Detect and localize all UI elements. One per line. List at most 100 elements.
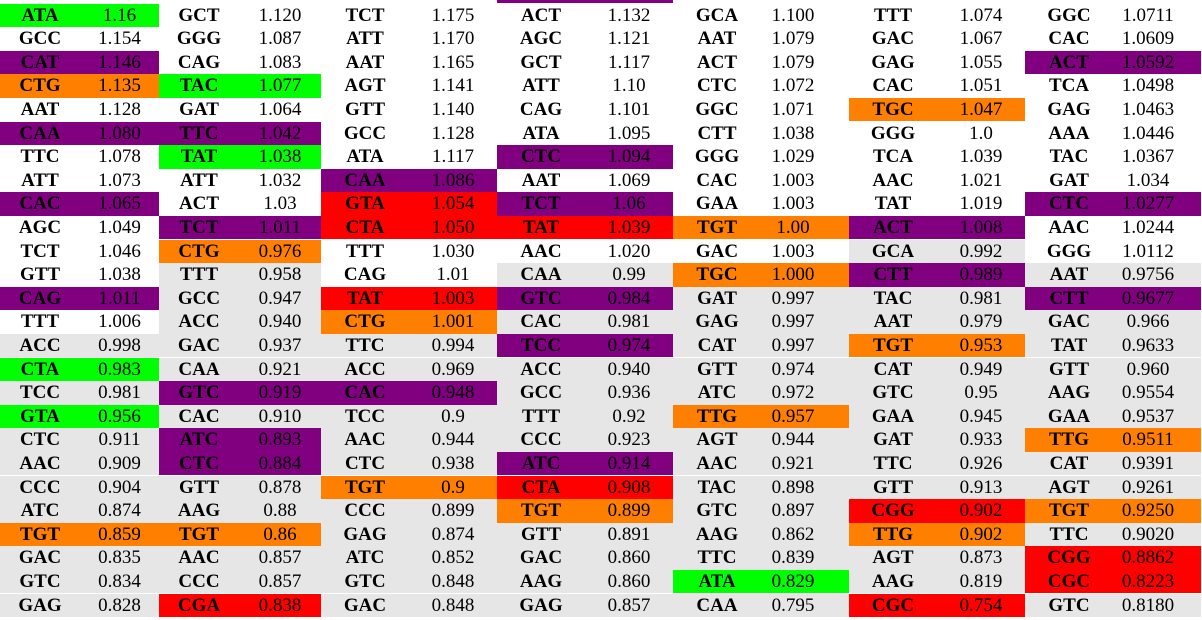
codon-cell: TGT bbox=[1025, 499, 1113, 523]
codon-cell: GAA bbox=[849, 404, 937, 429]
value-cell: 1.087 bbox=[258, 28, 302, 50]
value-cell: 1.038 bbox=[239, 145, 321, 169]
value-cell: 0.9554 bbox=[1113, 381, 1201, 405]
value-cell: 1.141 bbox=[431, 75, 475, 97]
codon-cell: CGA bbox=[159, 593, 239, 618]
value-cell: 0.981 bbox=[585, 310, 673, 334]
value-cell: 1.079 bbox=[771, 51, 815, 73]
codon-cell: TAT bbox=[159, 145, 239, 169]
value-cell: 0.910 bbox=[239, 404, 321, 429]
codon-cell: CAA bbox=[673, 593, 761, 618]
value-cell: 1.064 bbox=[258, 98, 302, 120]
value-cell: 0.938 bbox=[409, 451, 497, 476]
value-cell: 0.976 bbox=[239, 239, 321, 264]
value-cell: 0.974 bbox=[761, 357, 849, 382]
codon-cell: ATC bbox=[321, 546, 409, 570]
codon-cell: ATC bbox=[497, 451, 585, 476]
value-cell: 0.859 bbox=[80, 522, 159, 547]
value-cell: 0.944 bbox=[761, 428, 849, 452]
codon-cell: GTT bbox=[1025, 357, 1113, 382]
value-cell: 1.047 bbox=[937, 97, 1025, 122]
codon-cell: TGT bbox=[673, 215, 761, 240]
value-cell: 0.874 bbox=[409, 522, 497, 547]
value-cell: 1.074 bbox=[959, 4, 1003, 26]
value-cell: 0.937 bbox=[239, 333, 321, 358]
codon-cell: GTA bbox=[0, 404, 80, 429]
codon-cell: TTC bbox=[20, 146, 60, 168]
codon-cell: TAT bbox=[321, 286, 409, 311]
codon-cell: AAT bbox=[1025, 263, 1113, 287]
value-cell: 0.949 bbox=[937, 357, 1025, 382]
codon-cell: CAA bbox=[497, 263, 585, 287]
value-cell: 1.073 bbox=[98, 169, 141, 191]
codon-cell: TTC bbox=[159, 121, 239, 146]
value-cell: 1.175 bbox=[431, 4, 475, 26]
codon-cell: TCA bbox=[1048, 75, 1090, 97]
value-cell: 1.003 bbox=[771, 240, 815, 262]
value-cell: 1.06 bbox=[585, 192, 673, 216]
codon-cell: TTG bbox=[673, 404, 761, 429]
codon-cell: GAC bbox=[695, 240, 739, 262]
codon-cell: GTC bbox=[1025, 593, 1113, 618]
codon-cell: CTA bbox=[321, 215, 409, 240]
value-cell: 0.948 bbox=[409, 381, 497, 405]
codon-cell: GCC bbox=[497, 381, 585, 405]
codon-cell: GGC bbox=[695, 98, 739, 120]
value-cell: 1.065 bbox=[80, 192, 159, 216]
codon-cell: AGT bbox=[849, 546, 937, 570]
value-cell: 0.9 bbox=[409, 475, 497, 500]
codon-cell: TCA bbox=[872, 146, 914, 168]
codon-cell: GTT bbox=[159, 475, 239, 500]
codon-cell: ACT bbox=[1025, 50, 1113, 75]
value-cell: 0.944 bbox=[409, 428, 497, 452]
value-cell: 1.095 bbox=[607, 122, 651, 144]
codon-cell: TAC bbox=[849, 286, 937, 311]
codon-cell: AGT bbox=[673, 428, 761, 452]
value-cell: 0.899 bbox=[409, 499, 497, 523]
value-cell: 0.957 bbox=[761, 404, 849, 429]
value-cell: 0.88 bbox=[239, 499, 321, 523]
value-cell: 0.9677 bbox=[1113, 286, 1201, 311]
codon-cell: GCT bbox=[178, 4, 220, 26]
codon-cell: GAT bbox=[179, 98, 219, 120]
codon-cell: CTC bbox=[0, 428, 80, 452]
value-cell: 0.9391 bbox=[1113, 451, 1201, 476]
codon-cell: TAC bbox=[1049, 146, 1089, 168]
codon-cell: GAC bbox=[871, 28, 915, 50]
value-cell: 1.121 bbox=[607, 28, 651, 50]
value-cell: 0.9756 bbox=[1113, 263, 1201, 287]
codon-cell: AGT bbox=[1025, 475, 1113, 500]
codon-cell: TTC bbox=[1025, 522, 1113, 547]
value-cell: 1.001 bbox=[409, 310, 497, 334]
codon-cell: GAG bbox=[0, 593, 80, 618]
codon-cell: GTC bbox=[321, 569, 409, 594]
codon-cell: ATT bbox=[346, 28, 384, 50]
codon-cell: TAT bbox=[1025, 333, 1113, 358]
codon-cell: GCT bbox=[520, 51, 562, 73]
codon-cell: CAG bbox=[519, 98, 563, 120]
codon-cell: AAC bbox=[673, 451, 761, 476]
value-cell: 0.940 bbox=[239, 310, 321, 334]
codon-cell: GCC bbox=[18, 28, 62, 50]
codon-cell: ATT bbox=[180, 169, 218, 191]
codon-cell: GGG bbox=[1046, 240, 1092, 262]
value-cell: 1.029 bbox=[771, 146, 815, 168]
value-cell: 1.038 bbox=[98, 264, 141, 286]
codon-cell: AAG bbox=[497, 569, 585, 594]
value-cell: 0.902 bbox=[937, 522, 1025, 547]
value-cell: 1.0498 bbox=[1121, 75, 1175, 97]
codon-cell: ATC bbox=[0, 499, 80, 523]
codon-cell: CAC bbox=[0, 192, 80, 216]
codon-cell: TCC bbox=[0, 381, 80, 405]
codon-cell: ACT bbox=[178, 193, 220, 215]
codon-cell: GGG bbox=[176, 28, 222, 50]
value-cell: 1.170 bbox=[431, 28, 475, 50]
value-cell: 0.966 bbox=[1113, 310, 1201, 334]
value-cell: 1.071 bbox=[771, 98, 815, 120]
codon-cell: TTT bbox=[873, 4, 913, 26]
value-cell: 1.021 bbox=[959, 169, 1003, 191]
value-cell: 0.919 bbox=[239, 381, 321, 405]
codon-cell: AAT bbox=[521, 169, 561, 191]
codon-cell: ATA bbox=[346, 146, 384, 168]
